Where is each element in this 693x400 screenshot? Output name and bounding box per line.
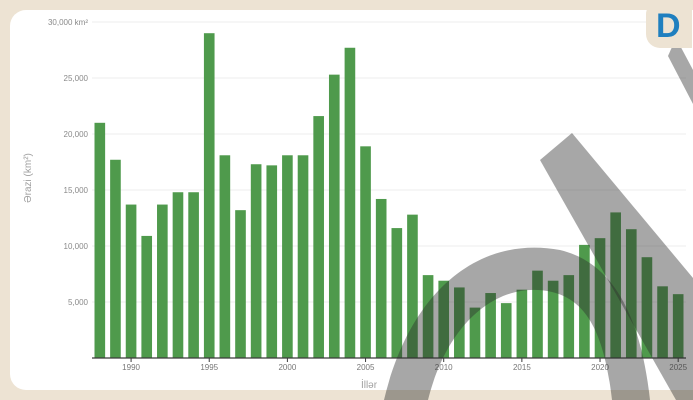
bar-1999 bbox=[266, 165, 278, 358]
bar-2001 bbox=[297, 155, 309, 358]
x-tick-label: 1990 bbox=[122, 363, 140, 372]
bar-1996 bbox=[219, 155, 231, 358]
bar-1995 bbox=[203, 33, 215, 358]
bar-2011 bbox=[454, 287, 465, 358]
bar-2012 bbox=[469, 307, 481, 358]
x-tick-label: 2025 bbox=[669, 363, 687, 372]
x-tick-label: 2000 bbox=[278, 363, 296, 372]
x-axis-ticks: 1990 1995 2000 2005 2010 2015 2020 2025 bbox=[122, 358, 688, 372]
bar-2025 bbox=[672, 294, 684, 358]
bar-2002 bbox=[313, 116, 324, 358]
bar-2016 bbox=[532, 270, 543, 358]
bar-2021 bbox=[610, 212, 621, 358]
bar-1994 bbox=[188, 192, 199, 358]
x-axis-title: İllər bbox=[361, 378, 378, 391]
logo-letter: D bbox=[656, 7, 681, 45]
x-tick-label: 2020 bbox=[591, 363, 609, 372]
bar-2009 bbox=[422, 275, 434, 358]
bar-2017 bbox=[547, 280, 559, 358]
y-tick-label: 10,000 bbox=[64, 242, 89, 251]
y-tick-label: 20,000 bbox=[64, 130, 89, 139]
x-tick-label: 2005 bbox=[357, 363, 375, 372]
bar-2000 bbox=[282, 155, 293, 358]
bar-2010 bbox=[438, 280, 450, 358]
bar-2023 bbox=[641, 257, 653, 358]
bar-2024 bbox=[657, 286, 668, 358]
bar-2004 bbox=[344, 47, 356, 358]
bar-2005 bbox=[360, 146, 371, 358]
bar-2006 bbox=[375, 198, 387, 358]
bar-2015 bbox=[516, 289, 528, 358]
bar-2018 bbox=[563, 275, 575, 358]
bar-1992 bbox=[157, 204, 168, 358]
y-tick-label: 30,000 km² bbox=[48, 18, 88, 27]
y-tick-label: 25,000 bbox=[64, 74, 89, 83]
y-tick-label: 15,000 bbox=[64, 186, 89, 195]
bar-2019 bbox=[579, 244, 590, 358]
bar-1990 bbox=[125, 204, 137, 358]
y-axis-ticks: 5,000 10,000 15,000 20,000 25,000 30,000 km² bbox=[48, 18, 89, 307]
bar-1998 bbox=[250, 164, 262, 358]
y-tick-label: 5,000 bbox=[68, 298, 89, 307]
logo-badge bbox=[646, 4, 692, 48]
x-tick-label: 2010 bbox=[435, 363, 453, 372]
bar-1991 bbox=[141, 235, 153, 358]
bar-2020 bbox=[594, 238, 606, 358]
watermark-ribbon bbox=[384, 38, 693, 400]
bar-1997 bbox=[235, 210, 246, 358]
bar-2022 bbox=[625, 229, 637, 358]
bars bbox=[94, 33, 684, 358]
y-axis-title: Ərazi (km²) bbox=[23, 153, 34, 203]
bar-2007 bbox=[391, 228, 403, 358]
bar-1989 bbox=[110, 159, 121, 358]
bar-1988 bbox=[94, 122, 106, 358]
x-tick-label: 1995 bbox=[200, 363, 218, 372]
x-tick-label: 2015 bbox=[513, 363, 531, 372]
bar-2008 bbox=[407, 214, 418, 358]
bar-2013 bbox=[485, 293, 496, 358]
bar-2003 bbox=[328, 74, 340, 358]
bar-1993 bbox=[172, 192, 184, 358]
bar-2014 bbox=[500, 303, 512, 358]
